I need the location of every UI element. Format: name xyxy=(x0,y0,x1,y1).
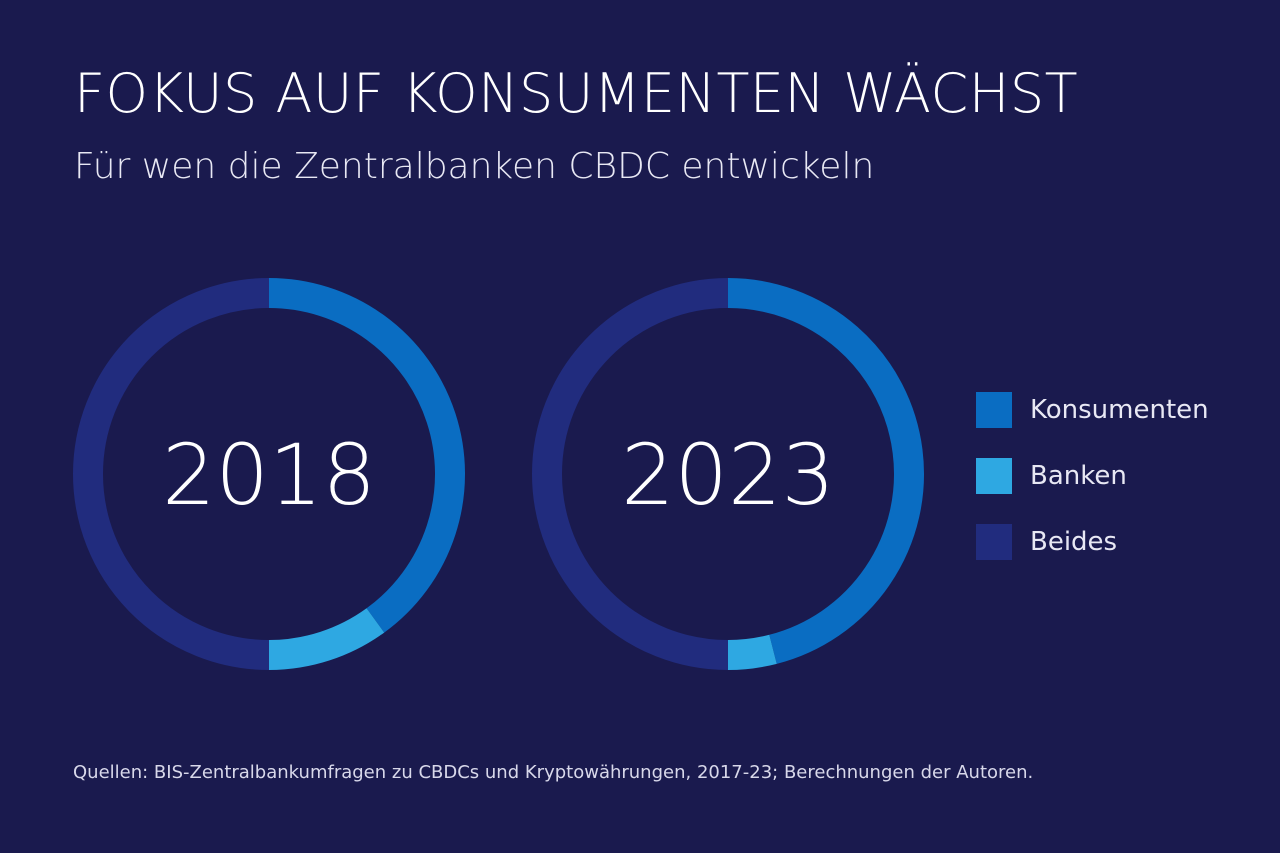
source-note: Quellen: BIS-Zentralbankumfragen zu CBDC… xyxy=(73,762,1034,783)
chart-title: FOKUS AUF KONSUMENTEN WÄCHST xyxy=(74,62,1079,125)
legend-swatch-banken xyxy=(976,458,1012,494)
legend: Konsumenten Banken Beides xyxy=(976,392,1209,590)
donut-center-label-2018: 2018 xyxy=(162,426,376,524)
chart-subtitle: Für wen die Zentralbanken CBDC entwickel… xyxy=(74,146,875,187)
legend-item-beides: Beides xyxy=(976,524,1209,560)
legend-swatch-konsumenten xyxy=(976,392,1012,428)
legend-item-konsumenten: Konsumenten xyxy=(976,392,1209,428)
legend-label-konsumenten: Konsumenten xyxy=(1030,395,1209,425)
legend-swatch-beides xyxy=(976,524,1012,560)
legend-item-banken: Banken xyxy=(976,458,1209,494)
legend-label-beides: Beides xyxy=(1030,527,1118,557)
donut-2018-slice-konsumenten xyxy=(268,278,465,633)
donut-center-label-2023: 2023 xyxy=(621,426,835,524)
donut-2023-slice-banken xyxy=(727,634,777,670)
donut-2018-slice-banken xyxy=(268,608,385,670)
legend-label-banken: Banken xyxy=(1030,461,1127,491)
donut-2018-slice-beides xyxy=(73,278,270,670)
donut-2023-slice-beides xyxy=(532,278,729,670)
donut-2023-slice-konsumenten xyxy=(727,278,924,664)
